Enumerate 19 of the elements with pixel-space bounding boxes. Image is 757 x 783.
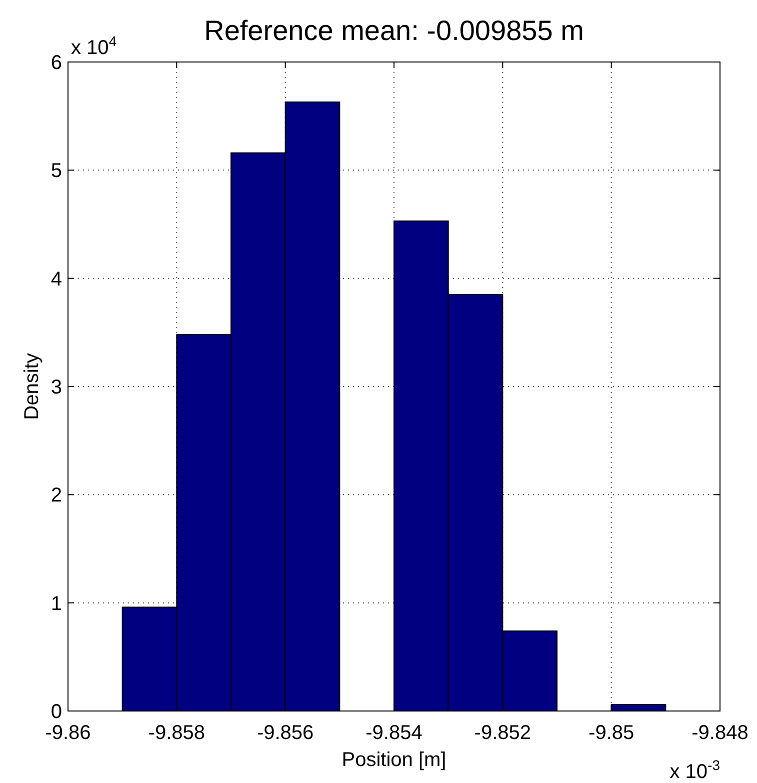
x-tick-label: -9.856 bbox=[256, 722, 314, 744]
x-tick-label: -9.848 bbox=[692, 722, 748, 744]
y-tick-label: 2 bbox=[50, 484, 62, 507]
y-tick-label: 3 bbox=[50, 376, 62, 398]
y-tick-label: 6 bbox=[50, 52, 62, 74]
x-tick-label: -9.852 bbox=[474, 722, 532, 744]
x-tick-label: -9.858 bbox=[148, 722, 206, 744]
x-tick-label: -9.85 bbox=[588, 722, 634, 744]
y-tick-label: 4 bbox=[50, 268, 62, 290]
text: x 10$^{4}$ bbox=[71, 33, 117, 59]
y-tick-label: 5 bbox=[50, 160, 62, 182]
y-tick-label: 1 bbox=[50, 592, 62, 615]
x-tick-label: -9.86 bbox=[45, 722, 91, 744]
text: x 10$^{-3}$ bbox=[670, 757, 720, 783]
x-axis-title: Position [m] bbox=[342, 749, 446, 771]
x-tick-label: -9.854 bbox=[366, 722, 422, 744]
y-tick-label: 0 bbox=[50, 701, 62, 723]
y-axis-title: Density bbox=[21, 353, 43, 420]
chart-title: Reference mean: -0.009855 m bbox=[204, 15, 584, 46]
